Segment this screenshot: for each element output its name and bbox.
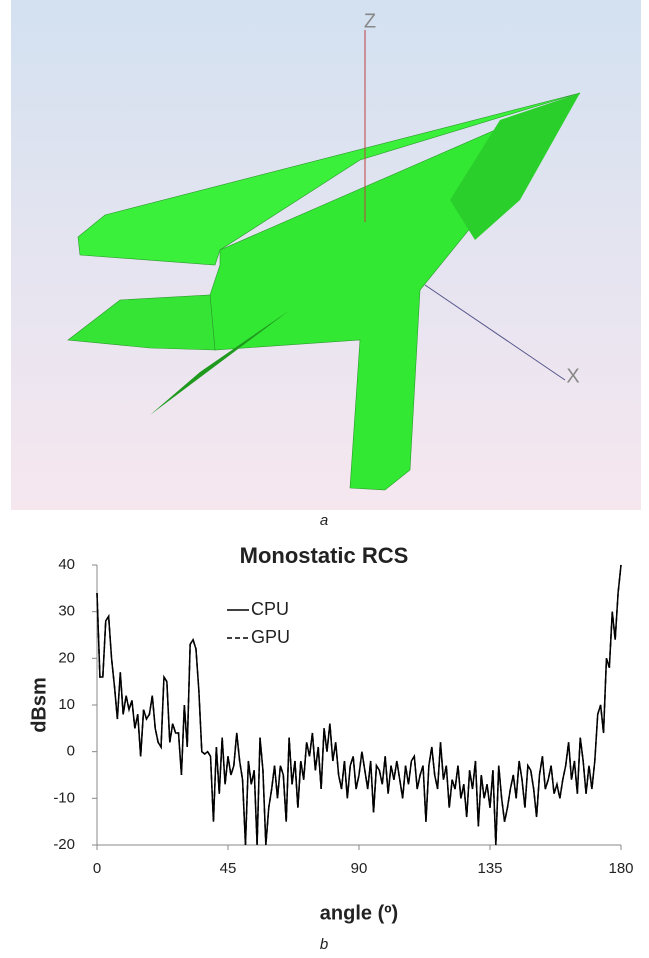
render-panel: Z X xyxy=(11,0,641,510)
x-axis-label-3d: X xyxy=(566,365,579,387)
y-tick-label: 0 xyxy=(67,743,75,760)
y-tick-label: 20 xyxy=(58,649,75,666)
caption: b xyxy=(320,936,328,953)
legend-label: CPU xyxy=(251,599,289,619)
y-tick-label: -10 xyxy=(53,789,75,806)
y-tick-label: 10 xyxy=(58,696,75,713)
chart: Monostatic RCS angle (º) dBsm b -20 -10 0 1… xyxy=(28,543,633,953)
x-tick-label: 90 xyxy=(351,860,368,877)
x-axis-label: angle (º) xyxy=(320,902,398,924)
figure: Z X a Monostatic RCS angle (º) dBsm b -2… xyxy=(0,0,649,958)
x-tick-label: 135 xyxy=(477,860,502,877)
z-axis-label: Z xyxy=(364,10,376,32)
x-tick-label: 180 xyxy=(608,860,633,877)
y-tick-label: 40 xyxy=(58,556,75,573)
series-line xyxy=(97,565,621,845)
legend-label: GPU xyxy=(251,627,290,647)
x-tick-label: 0 xyxy=(93,860,101,877)
x-tick-label: 45 xyxy=(220,860,237,877)
caption: a xyxy=(320,512,328,529)
y-tick-label: 30 xyxy=(58,603,75,620)
series-line xyxy=(97,565,621,845)
y-tick-label: -20 xyxy=(53,836,75,853)
y-axis-label: dBsm xyxy=(28,677,50,733)
chart-title: Monostatic RCS xyxy=(240,543,409,568)
